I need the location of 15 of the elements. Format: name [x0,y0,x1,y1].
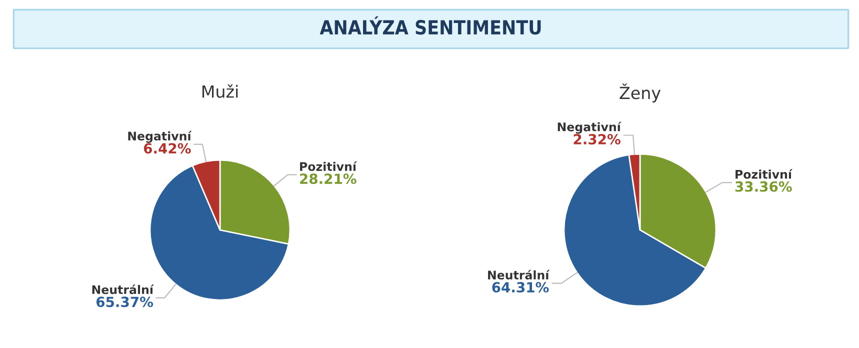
slice-label: Neutrální [488,270,550,280]
data-label: 2.32% [574,134,620,144]
data-label: 65.37% [96,296,154,308]
data-label: 6.42% [144,143,191,154]
slice-label: Negativní [128,130,192,143]
chart-title: Muži [202,84,238,98]
data-label: 64.31% [492,282,549,293]
slice-label: Neutrální [92,284,154,294]
slice-label: Negativní [558,122,622,134]
text: ANALÝZA SENTIMENTU [320,16,541,35]
slice-label: Pozitivní [300,161,358,171]
chart-title: Ženy [620,84,661,102]
data-label: 28.21% [300,174,356,184]
data-label: 33.36% [735,181,792,192]
slice-label: Pozitivní [736,169,793,179]
